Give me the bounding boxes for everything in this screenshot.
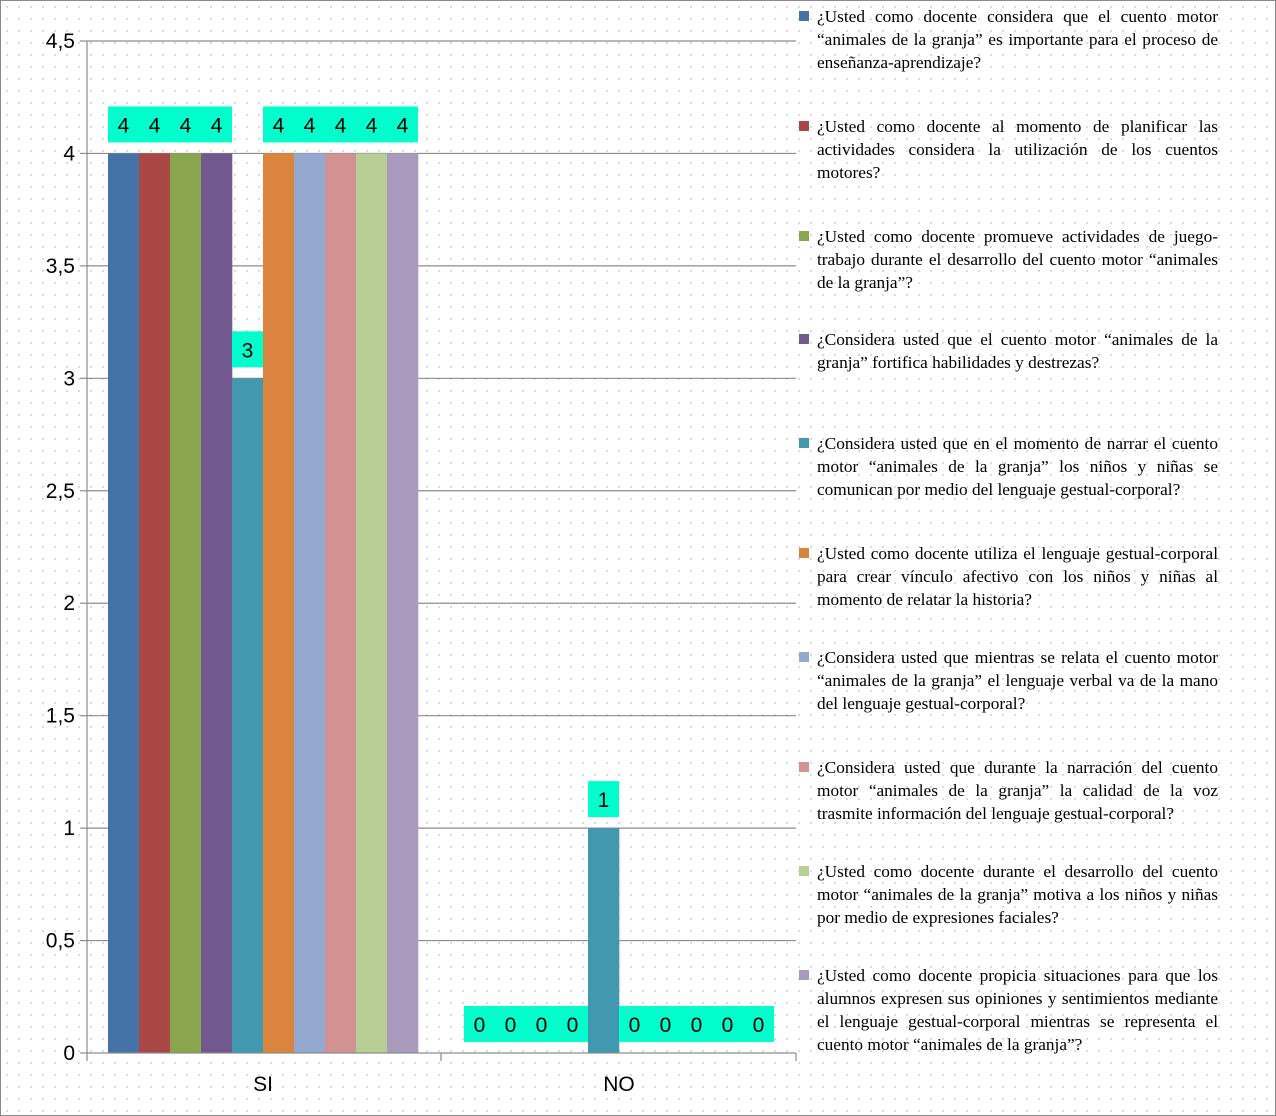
legend-label: ¿Usted como docente utiliza el lenguaje … — [817, 542, 1218, 611]
data-label: 0 — [660, 1014, 672, 1037]
legend-swatch — [799, 652, 809, 662]
data-label: 0 — [722, 1014, 734, 1037]
legend-swatch — [799, 438, 809, 448]
legend-item: ¿Usted como docente propicia situaciones… — [796, 964, 1218, 1056]
y-tick-label: 1,5 — [46, 705, 75, 728]
data-label: 0 — [691, 1014, 703, 1037]
bar — [263, 153, 294, 1053]
legend-label: ¿Usted como docente considera que el cue… — [817, 5, 1218, 74]
legend-swatch — [799, 762, 809, 772]
legend-label: ¿Considera usted que en el momento de na… — [817, 432, 1218, 501]
data-label: 4 — [335, 114, 347, 137]
legend-item: ¿Usted como docente considera que el cue… — [796, 5, 1218, 74]
bar — [232, 378, 263, 1053]
y-tick-label: 0 — [63, 1042, 75, 1065]
bar — [325, 153, 356, 1053]
y-tick-label: 4,5 — [46, 30, 75, 53]
data-label: 4 — [211, 114, 223, 137]
legend-item: ¿Considera usted que el cuento motor “an… — [796, 328, 1218, 374]
legend-item: ¿Usted como docente promueve actividades… — [796, 225, 1218, 294]
bar — [108, 153, 139, 1053]
legend-label: ¿Usted como docente al momento de planif… — [817, 115, 1218, 184]
data-label: 4 — [149, 114, 161, 137]
bar — [294, 153, 325, 1053]
legend-item: ¿Usted como docente utiliza el lenguaje … — [796, 542, 1218, 611]
x-category-label: SI — [253, 1073, 273, 1096]
data-label: 3 — [242, 339, 254, 362]
data-label: 1 — [598, 789, 610, 812]
legend-label: ¿Considera usted que el cuento motor “an… — [817, 328, 1218, 374]
bar — [139, 153, 170, 1053]
legend-swatch — [799, 121, 809, 131]
data-label: 0 — [474, 1014, 486, 1037]
legend-item: ¿Considera usted que durante la narració… — [796, 756, 1218, 825]
legend-item: ¿Considera usted que en el momento de na… — [796, 432, 1218, 501]
y-tick-label: 0,5 — [46, 930, 75, 953]
legend-item: ¿Considera usted que mientras se relata … — [796, 646, 1218, 715]
legend-label: ¿Usted como docente promueve actividades… — [817, 225, 1218, 294]
y-tick-label: 2 — [63, 592, 75, 615]
data-label: 4 — [366, 114, 378, 137]
data-label: 4 — [397, 114, 409, 137]
data-label: 4 — [273, 114, 285, 137]
legend-swatch — [799, 334, 809, 344]
y-tick-label: 2,5 — [46, 480, 75, 503]
bar — [201, 153, 232, 1053]
legend-swatch — [799, 11, 809, 21]
bar — [356, 153, 387, 1053]
bar — [387, 153, 418, 1053]
bar — [588, 828, 619, 1053]
legend-label: ¿Considera usted que mientras se relata … — [817, 646, 1218, 715]
data-label: 0 — [536, 1014, 548, 1037]
y-tick-label: 3 — [63, 367, 75, 390]
data-label: 4 — [304, 114, 316, 137]
legend-label: ¿Usted como docente propicia situaciones… — [817, 964, 1218, 1056]
data-label: 0 — [567, 1014, 579, 1037]
legend-item: ¿Usted como docente durante el desarroll… — [796, 860, 1218, 929]
y-tick-label: 3,5 — [46, 255, 75, 278]
y-tick-label: 4 — [63, 142, 75, 165]
legend-swatch — [799, 970, 809, 980]
x-category-label: NO — [603, 1073, 635, 1096]
legend-label: ¿Considera usted que durante la narració… — [817, 756, 1218, 825]
chart-plot: 00,511,522,533,544,5SI NO 4 4 4 434 4 4 4 40 0 0 01… — [1, 1, 801, 1116]
data-label: 4 — [180, 114, 192, 137]
data-label: 0 — [505, 1014, 517, 1037]
data-label: 4 — [118, 114, 130, 137]
data-label: 0 — [629, 1014, 641, 1037]
bar — [170, 153, 201, 1053]
legend-item: ¿Usted como docente al momento de planif… — [796, 115, 1218, 184]
legend-swatch — [799, 231, 809, 241]
legend-swatch — [799, 866, 809, 876]
y-tick-label: 1 — [63, 817, 75, 840]
legend-swatch — [799, 548, 809, 558]
data-label: 0 — [753, 1014, 765, 1037]
legend-label: ¿Usted como docente durante el desarroll… — [817, 860, 1218, 929]
